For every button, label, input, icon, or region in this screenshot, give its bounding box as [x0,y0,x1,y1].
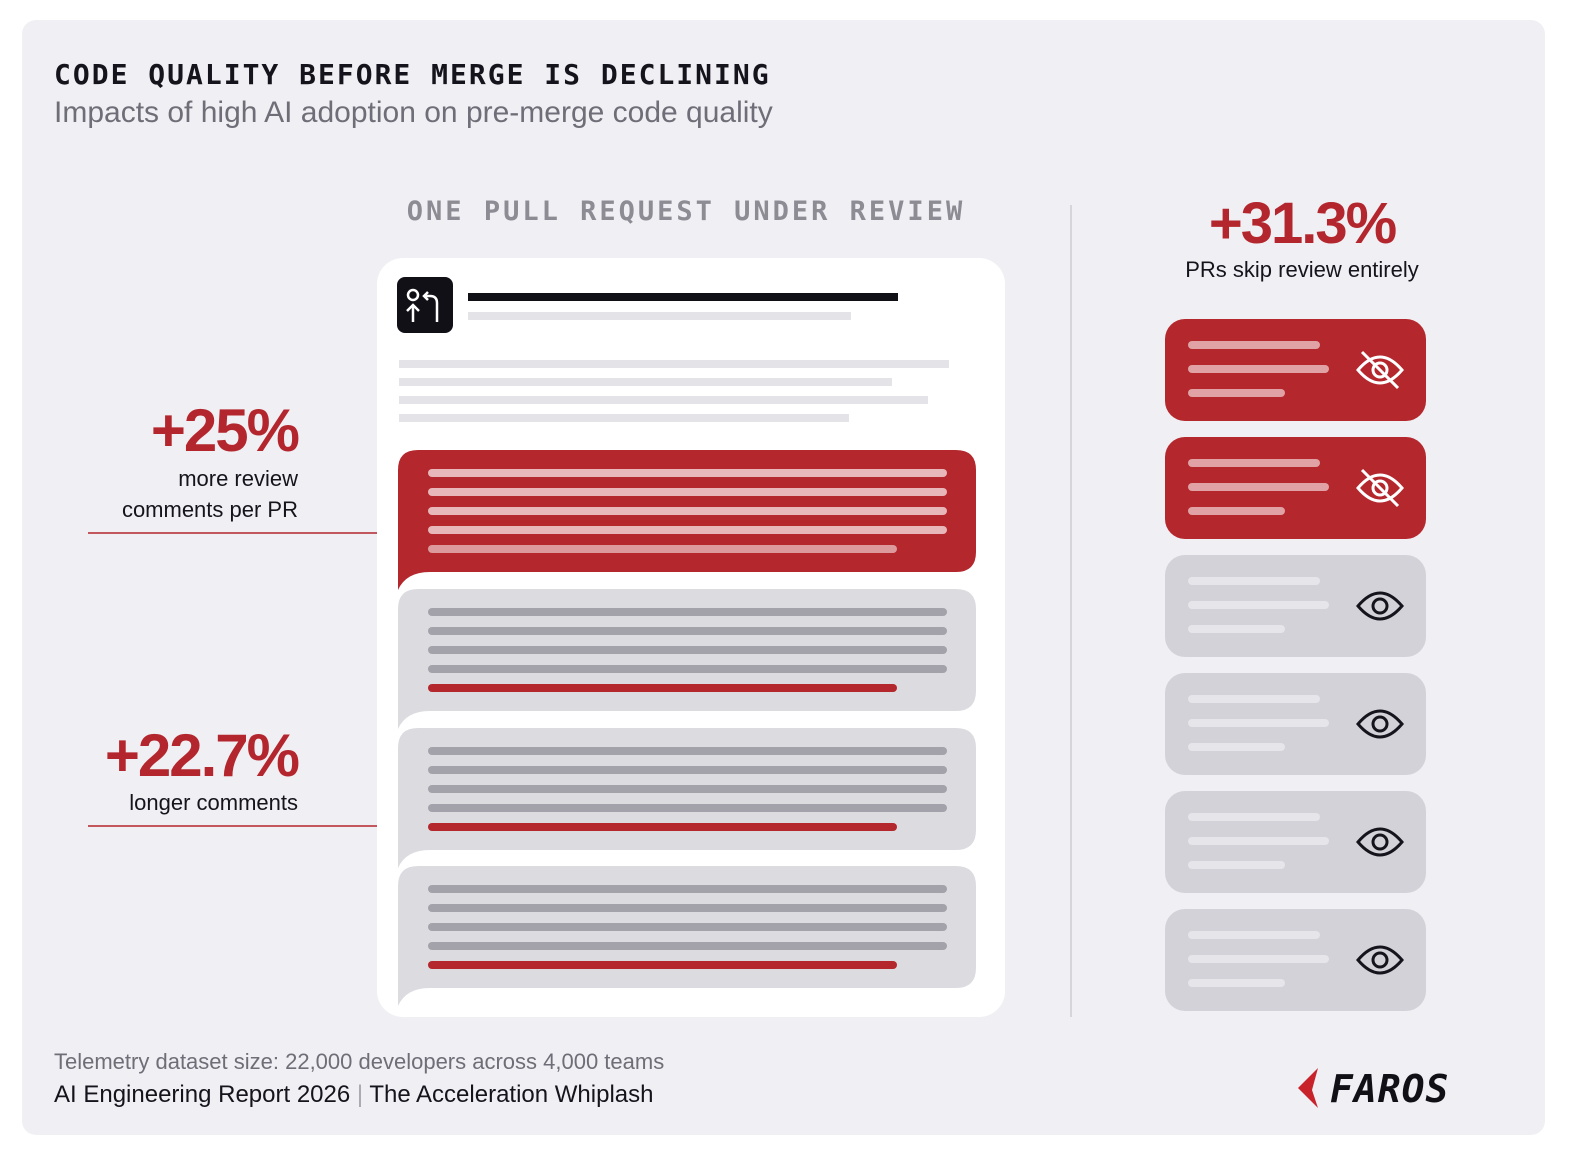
stat: +31.3% [1209,191,1397,256]
pr-meta-bar [468,312,851,320]
text-bar [399,360,949,368]
pr-card-line [1188,507,1285,515]
comment-line [428,923,947,931]
comment-line [428,646,947,654]
comment-bubble [398,728,976,868]
comment-line [428,627,947,635]
pr-card-line [1188,931,1320,939]
eye-icon [1356,709,1404,739]
comment-bubble [398,866,976,1006]
comment-line [428,488,947,496]
comment-line [428,785,947,793]
eye-pupil [1371,361,1389,379]
pr-card-line [1188,577,1320,585]
comment-line [428,942,947,950]
footer-dataset: Telemetry dataset size: 22,000 developer… [54,1049,664,1074]
comment-line [428,684,897,692]
eye-pupil [1371,833,1389,851]
comment-line [428,766,947,774]
pr-card [1165,437,1426,539]
stat-label: comments per PR [122,497,298,522]
comment-line [428,665,947,673]
pr-card-line [1188,695,1320,703]
comment-line [428,885,947,893]
pr-card-line [1188,625,1285,633]
pr-card-line [1188,861,1285,869]
pr-card-line [1188,459,1320,467]
pr-card-line [1188,837,1329,845]
pr-card [1165,555,1426,657]
pr-card-line [1188,955,1329,963]
eye-icon [1356,945,1404,975]
pr-card [1165,673,1426,775]
pr-card-line [1188,389,1285,397]
stat-label: more review [178,466,298,491]
stat-label: longer comments [129,790,298,815]
eye-pupil [1371,597,1389,615]
pr-card-line [1188,483,1329,491]
pr-card [1165,909,1426,1011]
footer-report: AI Engineering Report 2026 | The Acceler… [54,1081,654,1108]
stat: +25% [151,397,299,464]
pr-card [1165,791,1426,893]
comment-line [428,904,947,912]
comment-line [428,961,897,969]
panel-heading: ONE PULL REQUEST UNDER REVIEW [407,196,965,227]
eye-slash [1360,468,1400,508]
logo: FAROS [1330,1067,1449,1111]
logo-mark [1298,1068,1318,1108]
comment-bubble [398,589,976,729]
text-bar [399,378,892,386]
pr-card-line [1188,743,1285,751]
eye-slash [1360,350,1400,390]
comment-line [428,823,897,831]
eye-pupil [1371,479,1389,497]
pr-icon-glyph [406,288,439,322]
pr-card-line [1188,601,1329,609]
subtitle: Impacts of high AI adoption on pre-merge… [54,96,773,129]
text-bar [399,414,849,422]
pr-card-line [1188,365,1329,373]
pr-title-bar [468,293,898,301]
comment-line [428,608,947,616]
pr-icon [397,277,453,333]
eye-icon [1356,591,1404,621]
report-subtitle: The Acceleration Whiplash [369,1081,653,1108]
comment-line [428,545,897,553]
comment-line [428,804,947,812]
comment-line [428,747,947,755]
pr-body [398,360,976,1006]
pr-cards [1165,319,1426,1011]
stat-label: PRs skip review entirely [1185,257,1419,282]
pr-card [1165,319,1426,421]
pr-card-line [1188,719,1329,727]
comment-line [428,469,947,477]
title: CODE QUALITY BEFORE MERGE IS DECLINING [54,58,771,91]
pr-card-line [1188,341,1320,349]
report: AI Engineering Report 2026 [54,1081,350,1108]
pr-card-line [1188,813,1320,821]
eye-pupil [1371,951,1389,969]
comment-bubble [398,450,976,590]
eye-pupil [1371,715,1389,733]
comment-line [428,507,947,515]
stat: +22.7% [105,722,299,789]
comment-line [428,526,947,534]
pr-card-line [1188,979,1285,987]
separator: | [357,1081,363,1108]
eye-icon [1356,827,1404,857]
text-bar [399,396,928,404]
